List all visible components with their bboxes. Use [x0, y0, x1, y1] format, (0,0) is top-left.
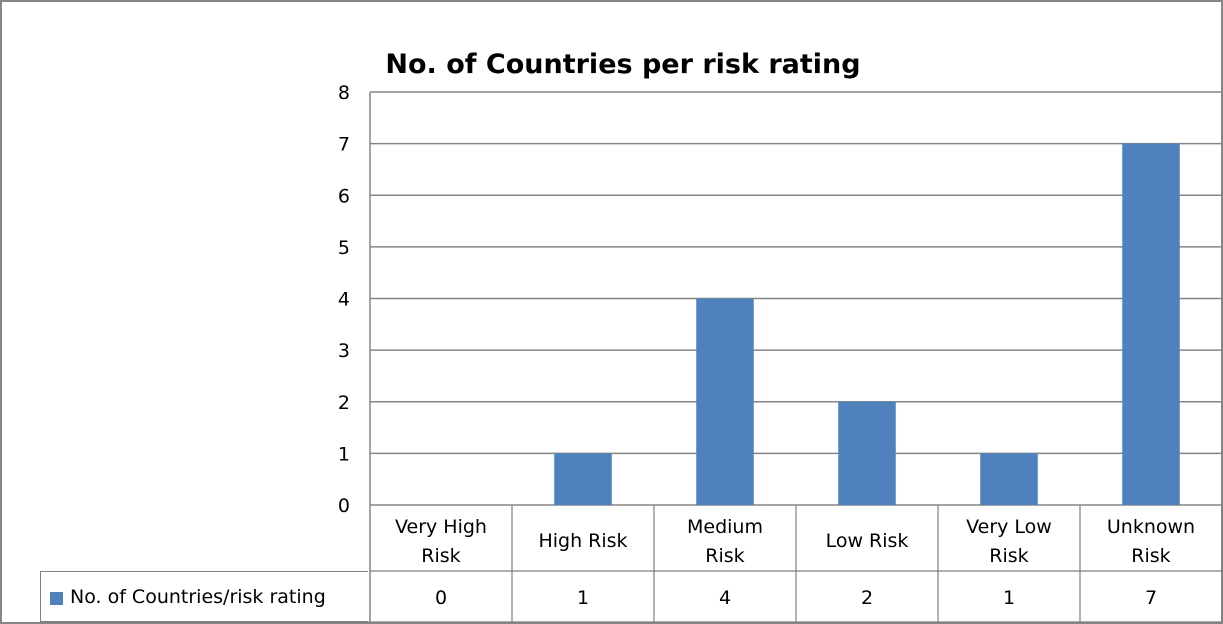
y-tick-label: 3 — [338, 340, 350, 362]
data-value-label: 1 — [577, 587, 589, 609]
y-tick-label: 7 — [338, 134, 350, 156]
y-tick-label: 6 — [338, 185, 350, 207]
category-label: Very Low — [966, 516, 1052, 538]
legend-label: No. of Countries/risk rating — [70, 586, 326, 608]
bar — [1122, 143, 1180, 505]
legend-swatch — [50, 592, 63, 605]
data-value-label: 2 — [861, 587, 873, 609]
category-label: Low Risk — [826, 530, 909, 552]
data-value-label: 7 — [1145, 587, 1157, 609]
category-label: Unknown — [1107, 516, 1195, 538]
data-value-label: 0 — [435, 587, 447, 609]
category-label: Very High — [395, 516, 487, 538]
y-tick-label: 2 — [338, 392, 350, 414]
y-tick-label: 4 — [338, 289, 350, 311]
y-tick-label: 1 — [338, 443, 350, 465]
bar — [554, 453, 612, 505]
y-tick-label: 5 — [338, 237, 350, 259]
legend: No. of Countries/risk rating — [40, 571, 368, 622]
data-table: Very High Risk 0 High Risk 1 Medium Risk 4 Low R… — [40, 505, 1223, 623]
data-value-label: 1 — [1003, 587, 1015, 609]
category-label: High Risk — [538, 530, 627, 552]
data-value-label: 4 — [719, 587, 731, 609]
bars — [554, 143, 1180, 505]
y-tick-label: 8 — [338, 82, 350, 104]
category-label: Risk — [989, 545, 1028, 567]
bar — [838, 401, 896, 505]
chart-title: No. of Countries per risk rating — [385, 49, 860, 80]
y-tick-label: 0 — [338, 495, 350, 517]
category-label: Medium — [687, 516, 763, 538]
category-label: Risk — [421, 545, 460, 567]
bar — [696, 298, 754, 505]
y-axis-ticks: 0 1 2 3 4 5 6 7 8 — [338, 82, 350, 517]
category-label: Risk — [1131, 545, 1170, 567]
bar — [980, 453, 1038, 505]
category-label: Risk — [705, 545, 744, 567]
